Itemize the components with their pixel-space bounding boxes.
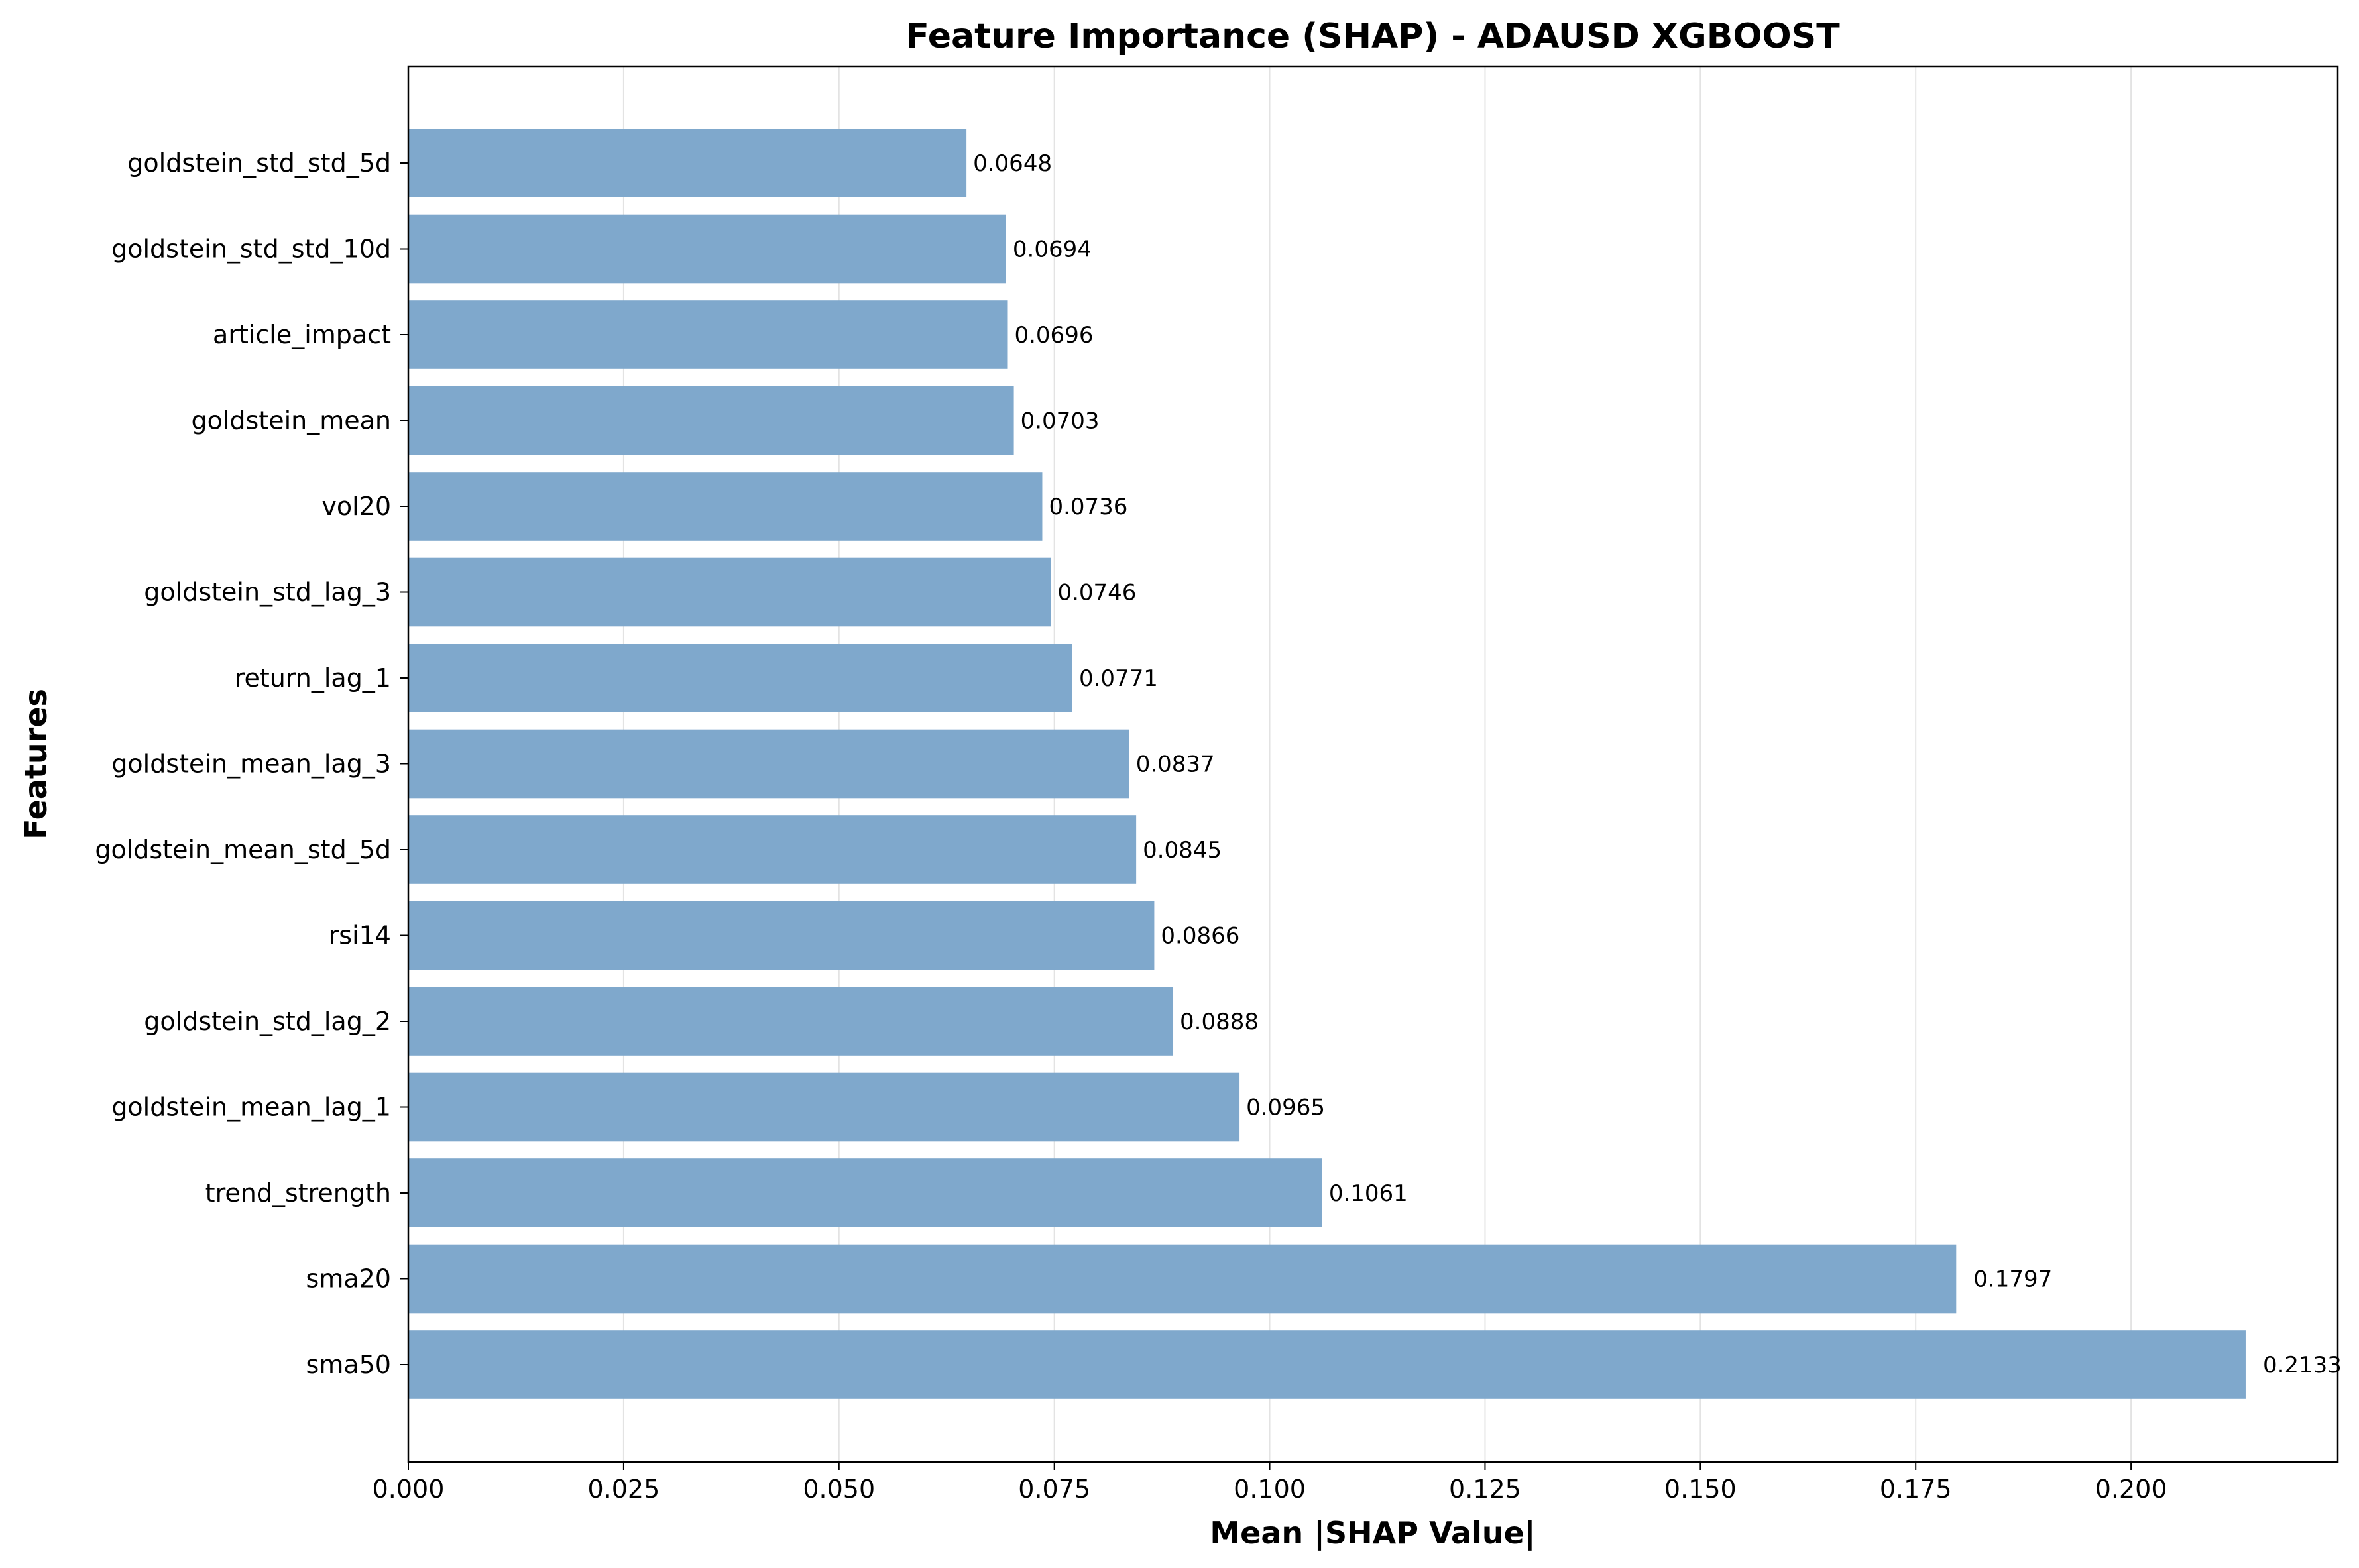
x-tick-label: 0.200 <box>2095 1475 2167 1504</box>
y-tick-layer: goldstein_std_std_5d goldstein_std_std_10… <box>95 148 408 1379</box>
bar <box>408 1330 2246 1399</box>
x-tick-label: 0.025 <box>587 1475 660 1504</box>
bar-layer <box>408 129 2246 1399</box>
x-tick-layer: 0.000 0.025 0.050 0.075 0.100 0.125 0.150 0.175… <box>373 1462 2167 1504</box>
bar <box>408 557 1051 627</box>
data-label: 0.0866 <box>1161 923 1239 950</box>
y-tick-label: goldstein_std_std_10d <box>111 235 391 264</box>
data-label: 0.2133 <box>2263 1352 2342 1378</box>
data-label: 0.0703 <box>1021 408 1100 435</box>
data-label: 0.0736 <box>1049 494 1127 520</box>
bar <box>408 129 967 197</box>
x-axis-title: Mean |SHAP Value| <box>1210 1515 1535 1551</box>
data-label: 0.0845 <box>1143 837 1222 864</box>
x-tick-label: 0.125 <box>1449 1475 1521 1504</box>
bar <box>408 1072 1240 1142</box>
data-label: 0.0888 <box>1180 1009 1259 1035</box>
bar <box>408 1244 1957 1314</box>
bar <box>408 815 1137 884</box>
x-tick-label: 0.075 <box>1018 1475 1090 1504</box>
y-tick-label: sma50 <box>306 1350 391 1379</box>
y-tick-label: trend_strength <box>205 1178 391 1207</box>
y-tick-label: goldstein_mean_lag_1 <box>111 1093 391 1122</box>
bar <box>408 472 1043 541</box>
data-label: 0.0746 <box>1057 580 1136 606</box>
x-tick-label: 0.175 <box>1880 1475 1952 1504</box>
y-axis-title: Features <box>18 689 54 840</box>
y-tick-label: goldstein_std_std_5d <box>127 148 391 178</box>
data-label: 0.0965 <box>1246 1095 1325 1121</box>
bar <box>408 386 1014 455</box>
y-tick-label: goldstein_mean_lag_3 <box>111 750 391 779</box>
x-tick-label: 0.050 <box>803 1475 875 1504</box>
y-tick-label: sma20 <box>306 1264 391 1294</box>
bar <box>408 214 1006 284</box>
y-tick-label: rsi14 <box>329 921 391 950</box>
data-label: 0.0837 <box>1136 752 1215 778</box>
chart-title: Feature Importance (SHAP) - ADAUSD XGBOO… <box>905 17 1840 56</box>
data-label: 0.0694 <box>1013 237 1092 263</box>
bar <box>408 901 1155 970</box>
y-tick-label: vol20 <box>321 492 391 521</box>
y-tick-label: goldstein_mean <box>191 406 391 435</box>
bar <box>408 987 1174 1056</box>
bar <box>408 300 1008 369</box>
data-label: 0.0696 <box>1014 322 1093 349</box>
bar <box>408 1158 1322 1227</box>
y-tick-label: goldstein_mean_std_5d <box>95 835 391 864</box>
x-tick-label: 0.000 <box>373 1475 445 1504</box>
x-tick-label: 0.100 <box>1234 1475 1306 1504</box>
x-tick-label: 0.150 <box>1664 1475 1737 1504</box>
y-tick-label: return_lag_1 <box>235 663 391 693</box>
data-label: 0.0771 <box>1079 665 1158 692</box>
data-label: 0.1797 <box>1973 1266 2052 1293</box>
data-label: 0.1061 <box>1329 1180 1408 1207</box>
data-label-layer: 0.0648 0.0694 0.0696 0.0703 0.0736 0.0746 0.07… <box>973 150 2342 1378</box>
y-tick-label: goldstein_std_lag_2 <box>144 1007 391 1036</box>
y-tick-label: article_impact <box>213 320 391 349</box>
data-label: 0.0648 <box>973 150 1052 177</box>
bar <box>408 729 1129 799</box>
y-tick-label: goldstein_std_lag_3 <box>144 578 391 607</box>
bar <box>408 644 1072 712</box>
